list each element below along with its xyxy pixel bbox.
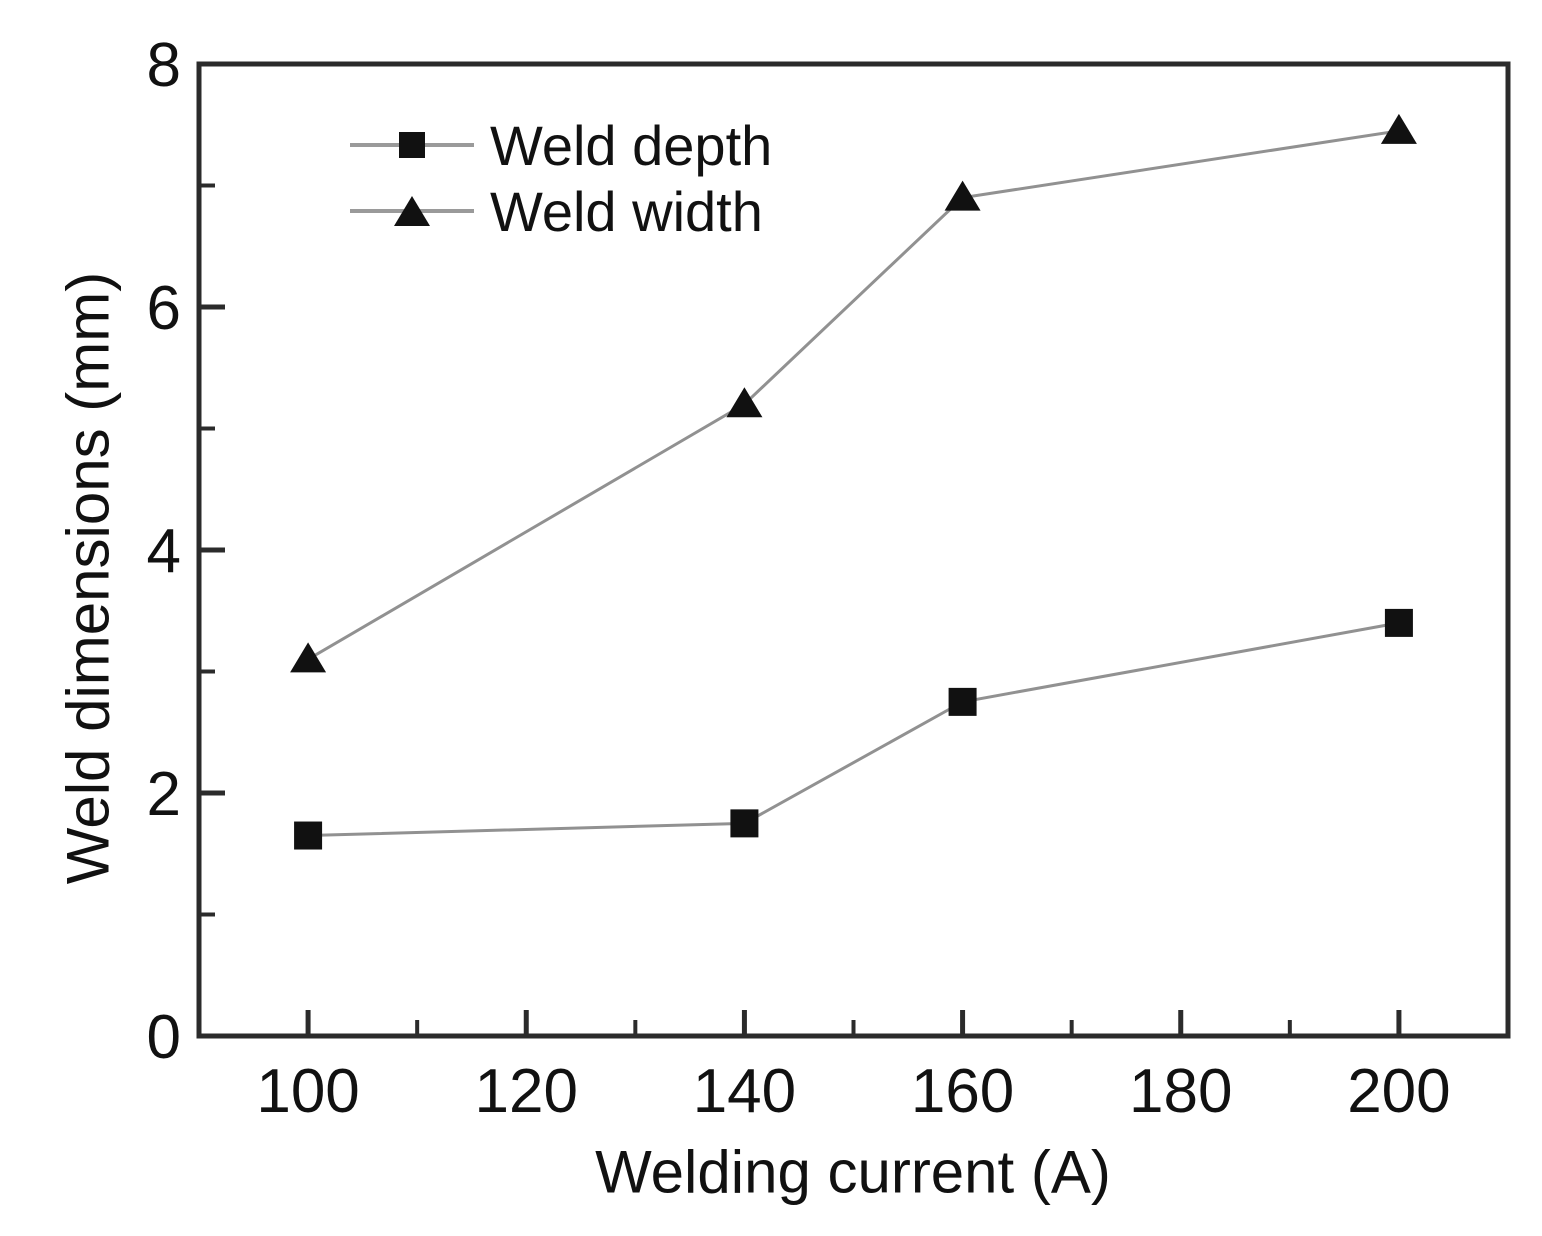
plot-frame	[196, 61, 1511, 1039]
legend: Weld depth Weld width	[350, 112, 772, 244]
data-point-square-weld-depth	[948, 687, 977, 716]
x-axis-title: Welding current (A)	[595, 1138, 1111, 1206]
legend-swatch	[350, 128, 474, 162]
legend-swatch	[350, 194, 474, 228]
y-tick-label: 2	[147, 760, 181, 829]
series-line-weld-width	[307, 129, 1400, 661]
x-tick-label: 200	[1347, 1057, 1450, 1126]
series-line-weld-depth	[308, 621, 1400, 838]
data-point-triangle-weld-width	[1380, 113, 1417, 144]
y-tick-label: 0	[147, 1003, 181, 1072]
legend-label-weld-width: Weld width	[490, 179, 763, 243]
legend-label-weld-depth: Weld depth	[490, 113, 773, 177]
y-tick-label: 6	[147, 274, 181, 343]
y-tick-label: 4	[147, 517, 181, 586]
data-point-triangle-weld-width	[290, 642, 327, 673]
triangle-marker-icon	[394, 196, 430, 226]
x-tick-label: 120	[475, 1057, 578, 1126]
x-tick-label: 180	[1129, 1057, 1232, 1126]
legend-item-weld-depth: Weld depth	[350, 112, 772, 178]
x-tick-label: 160	[911, 1057, 1014, 1126]
x-tick-label: 140	[693, 1057, 796, 1126]
data-point-square-weld-depth	[294, 821, 323, 850]
data-point-triangle-weld-width	[944, 180, 981, 211]
x-tick-label: 100	[256, 1057, 359, 1126]
square-marker-icon	[399, 132, 425, 158]
data-point-square-weld-depth	[730, 809, 759, 838]
y-axis-title: Weld dimensions (mm)	[54, 271, 122, 885]
data-point-square-weld-depth	[1384, 608, 1413, 637]
data-point-triangle-weld-width	[726, 387, 763, 418]
legend-item-weld-width: Weld width	[350, 178, 772, 244]
y-tick-label: 8	[147, 31, 181, 100]
